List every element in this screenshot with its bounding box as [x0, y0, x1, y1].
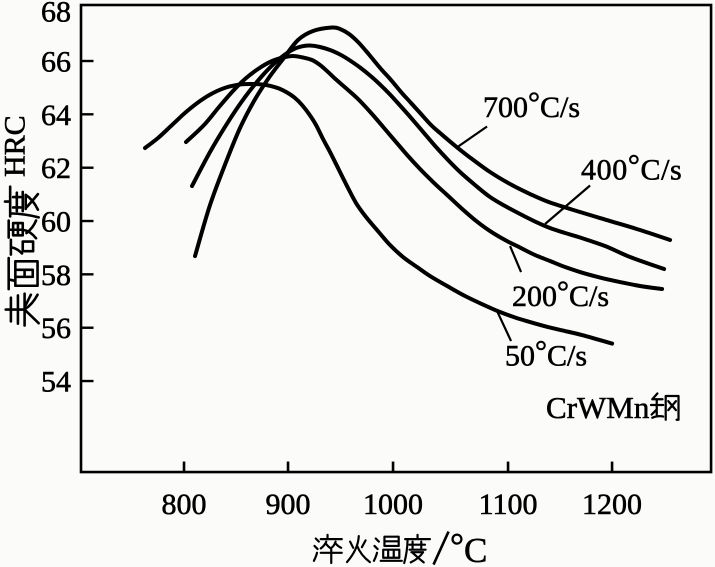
svg-text:700°C/s: 700°C/s [483, 87, 580, 125]
svg-text:64: 64 [41, 99, 71, 132]
svg-text:50°C/s: 50°C/s [505, 335, 587, 373]
svg-text:56: 56 [41, 312, 71, 345]
svg-text:1100: 1100 [479, 488, 538, 521]
svg-text:66: 66 [41, 46, 71, 79]
svg-text:68: 68 [41, 0, 71, 29]
svg-text:1200: 1200 [582, 488, 642, 521]
svg-text:58: 58 [41, 259, 71, 292]
svg-text:200°C/s: 200°C/s [512, 276, 609, 314]
svg-text:400°C/s: 400°C/s [581, 149, 682, 187]
svg-text:60: 60 [41, 206, 71, 239]
svg-text:CrWMn: CrWMn [546, 390, 650, 425]
svg-text:HRC: HRC [0, 115, 32, 177]
svg-text:°C: °C [450, 526, 487, 567]
svg-text:54: 54 [41, 366, 71, 399]
svg-text:62: 62 [41, 152, 71, 185]
svg-text:900: 900 [266, 488, 311, 521]
svg-text:800: 800 [162, 488, 207, 521]
svg-text:1000: 1000 [363, 488, 423, 521]
